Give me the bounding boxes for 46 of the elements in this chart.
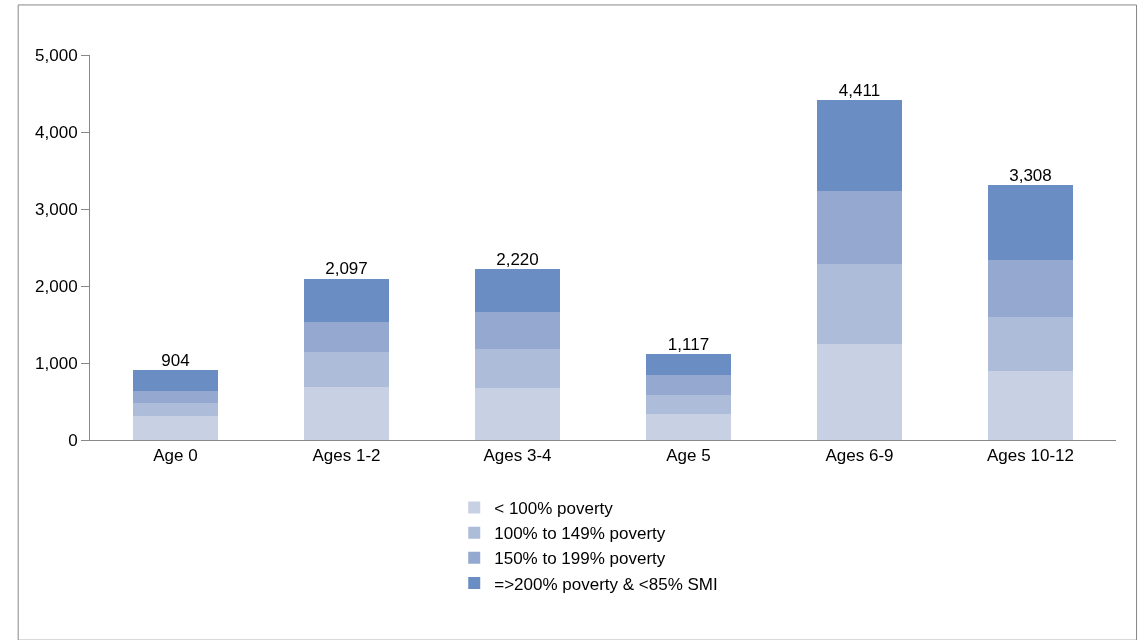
bar (303, 322, 390, 353)
bar (303, 386, 390, 440)
x-tick-label: Ages 6-9 (825, 446, 894, 466)
bar (987, 185, 1074, 260)
total-label: 1,117 (667, 334, 710, 354)
y-tick-label: 1,000 (35, 353, 78, 373)
bar (303, 278, 390, 323)
bar (132, 416, 219, 440)
legend-label: 150% to 199% poverty (494, 549, 666, 569)
bar (816, 100, 903, 192)
bar (474, 269, 561, 313)
bar (987, 259, 1074, 317)
legend-label: < 100% poverty (494, 499, 614, 519)
bar (816, 264, 903, 344)
bar (645, 413, 732, 440)
bar (132, 391, 219, 404)
bar (645, 395, 732, 414)
bar (645, 353, 732, 375)
x-tick-label: Age 0 (153, 446, 198, 466)
bar (816, 191, 903, 265)
x-tick-label: Ages 3-4 (483, 446, 552, 466)
total-label: 2,220 (496, 249, 539, 269)
bar (474, 312, 561, 350)
bar (987, 316, 1074, 372)
legend-label: 100% to 149% poverty (494, 524, 666, 544)
y-tick-label: 0 (68, 430, 78, 450)
bar (132, 403, 219, 417)
bar (474, 388, 561, 440)
y-tick-label: 3,000 (35, 199, 78, 219)
x-tick-label: Ages 1-2 (312, 446, 381, 466)
total-label: 3,308 (1009, 166, 1052, 186)
bar (474, 349, 561, 389)
y-tick-label: 4,000 (35, 122, 78, 142)
legend-label: =>200% poverty & <85% SMI (494, 574, 718, 594)
bar (303, 352, 390, 387)
bar (816, 343, 903, 440)
bar (987, 371, 1074, 440)
x-tick-label: Age 5 (666, 446, 711, 466)
bar (645, 374, 732, 396)
total-label: 4,411 (838, 81, 881, 101)
y-tick-label: 5,000 (35, 45, 78, 65)
x-tick-label: Ages 10-12 (987, 446, 1074, 466)
total-label: 2,097 (325, 259, 368, 279)
bar (132, 370, 219, 392)
y-tick-label: 2,000 (35, 276, 78, 296)
total-label: 904 (161, 351, 190, 371)
